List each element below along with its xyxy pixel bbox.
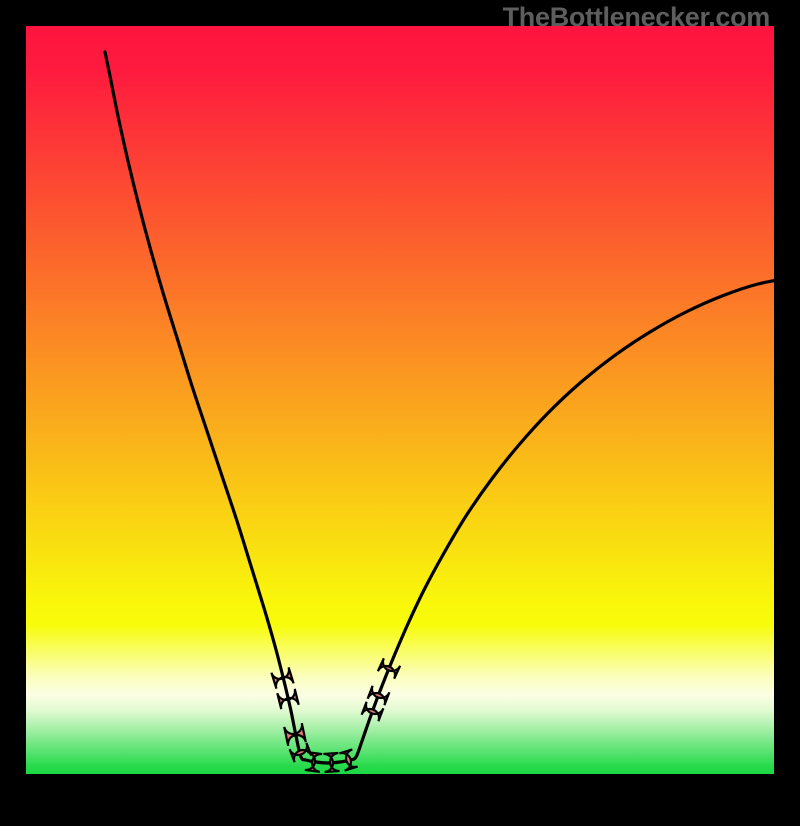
watermark-text: TheBottlenecker.com: [503, 2, 770, 33]
data-marker: [362, 702, 384, 721]
chart-overlay: [26, 26, 800, 826]
plot-area: [26, 26, 774, 774]
bottleneck-curve: [105, 52, 796, 763]
data-marker: [368, 686, 390, 705]
data-marker: [378, 658, 400, 679]
